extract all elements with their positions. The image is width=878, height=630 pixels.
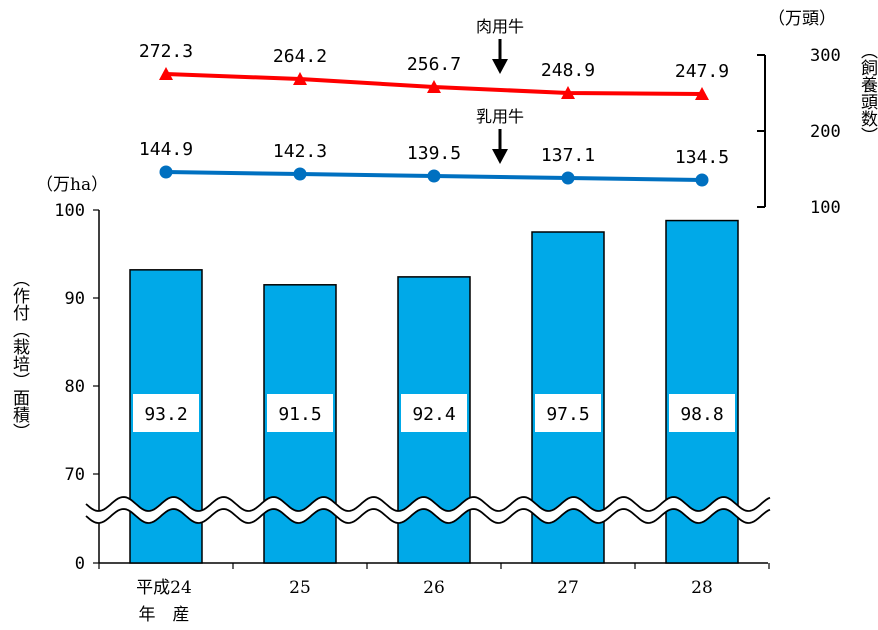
right-tick-label: 300	[810, 46, 841, 66]
series-marker	[695, 87, 709, 100]
right-tick-label: 200	[810, 122, 841, 142]
left-tick-label: 0	[75, 554, 85, 574]
bar-value-label: 91.5	[278, 404, 321, 425]
left-axis-title: （作付（栽培）面積）	[9, 270, 30, 440]
x-tick-label: 平成24	[136, 578, 192, 598]
left-axis-unit: （万ha）	[36, 175, 108, 195]
series-name-label: 乳用牛	[476, 107, 524, 126]
series-value-label: 256.7	[407, 54, 461, 75]
axis-break-line-top	[85, 496, 771, 512]
right-tick-label: 100	[810, 198, 841, 218]
left-tick-label: 80	[65, 377, 85, 397]
bar-value-label: 98.8	[680, 404, 723, 425]
left-tick-label: 100	[54, 201, 85, 221]
axis-break-line-bottom	[85, 508, 771, 524]
series-value-label: 137.1	[541, 145, 595, 166]
bar-value-label: 92.4	[412, 404, 455, 425]
lines: 272.3 264.2 256.7 248.9 247.9 肉用牛 144.9 142.3 13…	[139, 17, 729, 187]
series-arrow-head	[492, 149, 508, 164]
series-marker	[293, 72, 307, 85]
bar-label-box	[401, 394, 467, 432]
x-tick-label: 26	[423, 578, 445, 598]
x-tick-label: 27	[557, 578, 579, 598]
series-marker	[561, 171, 575, 185]
series-value-label: 264.2	[273, 46, 327, 67]
axis-break	[85, 496, 771, 524]
left-tick-label: 70	[65, 465, 85, 485]
series-value-label: 248.9	[541, 60, 595, 81]
series-marker	[695, 173, 709, 187]
axes: 0 70 80 90 100 100 200 300	[54, 46, 840, 574]
series-arrow-head	[492, 59, 508, 74]
x-tick-label: 25	[289, 578, 311, 598]
bar-label-box	[535, 394, 601, 432]
series-marker	[427, 169, 441, 183]
series-marker	[159, 165, 173, 179]
left-tick-label: 90	[65, 289, 85, 309]
bar-value-label: 97.5	[546, 404, 589, 425]
bar-label-box	[133, 394, 199, 432]
series-value-label: 272.3	[139, 41, 193, 62]
right-axis-unit: （万頭）	[768, 9, 836, 29]
bar-labels: 93.2 91.5 92.4 97.5 98.8	[133, 394, 735, 432]
bar-label-box	[669, 394, 735, 432]
series-value-label: 142.3	[273, 141, 327, 162]
x-axis-labels: 平成24 年 産 25 26 27 28	[136, 578, 713, 625]
right-axis-title: （飼養頭数）	[857, 42, 878, 144]
series-name-label: 肉用牛	[476, 17, 524, 36]
series-value-label: 134.5	[675, 147, 729, 168]
series-marker	[159, 67, 173, 80]
x-tick-label: 28	[691, 578, 713, 598]
series-value-label: 247.9	[675, 61, 729, 82]
series-marker	[293, 167, 307, 181]
x-tick-label: 年 産	[139, 605, 190, 625]
series-marker	[561, 86, 575, 99]
bar-value-label: 93.2	[144, 404, 187, 425]
bar-label-box	[267, 394, 333, 432]
series-value-label: 144.9	[139, 139, 193, 160]
series-value-label: 139.5	[407, 143, 461, 164]
series-marker	[427, 80, 441, 93]
